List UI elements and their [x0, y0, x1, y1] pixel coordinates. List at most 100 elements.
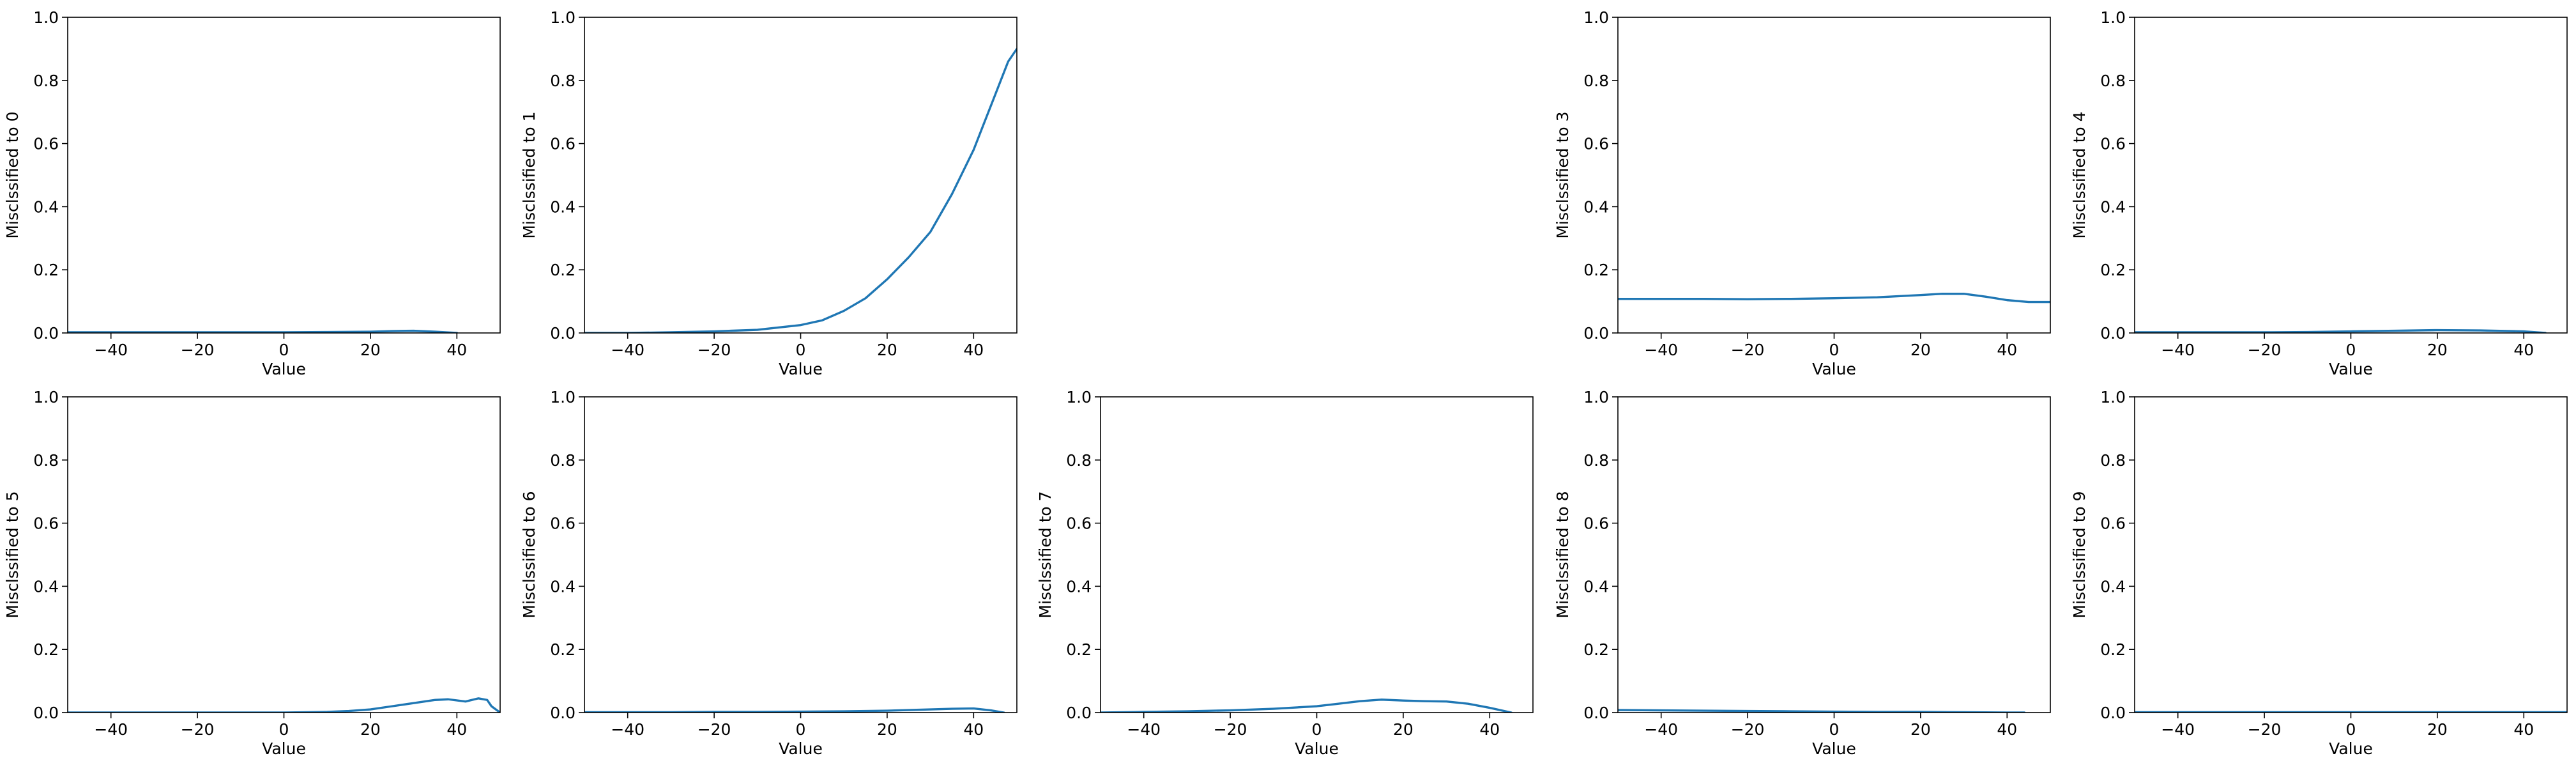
- y-tick-label: 1.0: [33, 388, 59, 406]
- x-tick-label: 0: [1829, 720, 1840, 739]
- x-tick-label: −40: [2161, 720, 2195, 739]
- y-tick-label: 0.2: [33, 640, 59, 659]
- y-tick-label: 0.6: [550, 514, 575, 533]
- series-line: [2135, 328, 2547, 333]
- x-axis-label: Value: [262, 360, 306, 378]
- x-tick-label: 0: [2346, 720, 2356, 739]
- y-tick-label: 1.0: [2100, 8, 2126, 27]
- y-tick-label: 0.0: [1583, 704, 1609, 722]
- x-tick-label: 20: [1910, 341, 1931, 359]
- subplot-9: −40 −20 0 20 40 0.0 0.2 0.4 0.6 0.8 1.0 Value Miscls…: [2070, 388, 2568, 758]
- y-tick-label: 0.2: [2100, 640, 2126, 659]
- y-tick-label: 0.0: [33, 704, 59, 722]
- x-axis-label: Value: [1295, 739, 1339, 758]
- subplot-6: −40 −20 0 20 40 0.0 0.2 0.4 0.6 0.8 1.0 Value Miscls…: [520, 388, 1017, 758]
- x-tick-label: 40: [1479, 720, 1500, 739]
- y-tick-label: 0.0: [1066, 704, 1092, 722]
- subplot-7: −40 −20 0 20 40 0.0 0.2 0.4 0.6 0.8 1.0 Value Miscls…: [1036, 388, 1534, 758]
- x-tick-label: 40: [963, 720, 984, 739]
- x-tick-label: −20: [2248, 341, 2282, 359]
- x-tick-label: −40: [1127, 720, 1161, 739]
- y-axis-label: Misclssified to 4: [2070, 111, 2089, 238]
- x-tick-label: −40: [94, 720, 128, 739]
- y-tick-label: 1.0: [1583, 388, 1609, 406]
- series-line: [584, 47, 1017, 333]
- x-tick-label: −40: [611, 341, 644, 359]
- y-tick-label: 0.0: [2100, 704, 2126, 722]
- y-tick-label: 0.4: [33, 197, 59, 216]
- x-tick-label: −20: [1731, 720, 1765, 739]
- x-axis-label: Value: [262, 739, 306, 758]
- y-axis-label: Misclssified to 3: [1553, 111, 1572, 238]
- y-tick-label: 0.4: [2100, 577, 2126, 596]
- x-tick-label: −20: [1214, 720, 1247, 739]
- x-tick-label: 40: [1997, 720, 2017, 739]
- x-tick-label: 0: [279, 341, 289, 359]
- x-tick-label: 20: [877, 720, 897, 739]
- y-tick-label: 0.8: [1583, 451, 1609, 470]
- y-tick-label: 0.4: [1583, 577, 1609, 596]
- y-tick-label: 0.6: [2100, 514, 2126, 533]
- x-tick-label: −20: [181, 720, 215, 739]
- y-tick-label: 0.8: [550, 451, 575, 470]
- y-tick-label: 0.2: [1583, 640, 1609, 659]
- series-line: [68, 697, 500, 713]
- y-tick-label: 0.0: [550, 324, 575, 343]
- x-tick-label: −40: [94, 341, 128, 359]
- y-axis-label: Misclssified to 9: [2070, 491, 2089, 618]
- x-axis-label: Value: [2329, 360, 2373, 378]
- y-tick-label: 1.0: [2100, 388, 2126, 406]
- x-axis-label: Value: [1812, 739, 1856, 758]
- subplot-0: −40 −20 0 20 40 0.0 0.2 0.4 0.6 0.8 1.0 Value Miscls…: [3, 8, 501, 378]
- x-tick-label: −20: [1731, 341, 1765, 359]
- x-tick-label: 20: [360, 341, 381, 359]
- y-tick-label: 1.0: [550, 388, 575, 406]
- x-tick-label: 40: [446, 720, 467, 739]
- x-axis-label: Value: [1812, 360, 1856, 378]
- y-tick-label: 0.4: [33, 577, 59, 596]
- y-tick-label: 0.8: [2100, 451, 2126, 470]
- y-tick-label: 0.8: [33, 72, 59, 90]
- x-tick-label: 0: [279, 720, 289, 739]
- x-tick-label: −20: [697, 720, 731, 739]
- x-tick-label: 20: [2427, 720, 2448, 739]
- x-tick-label: −40: [2161, 341, 2195, 359]
- y-tick-label: 0.2: [550, 640, 575, 659]
- subplot-4: −40 −20 0 20 40 0.0 0.2 0.4 0.6 0.8 1.0 Value Miscls…: [2070, 8, 2568, 378]
- x-tick-label: 20: [877, 341, 897, 359]
- y-tick-label: 0.2: [2100, 261, 2126, 279]
- y-tick-label: 0.2: [1583, 261, 1609, 279]
- series-line: [1101, 699, 1513, 713]
- x-axis-label: Value: [779, 739, 823, 758]
- y-tick-label: 0.6: [1583, 514, 1609, 533]
- x-tick-label: 0: [1829, 341, 1840, 359]
- y-tick-label: 0.8: [33, 451, 59, 470]
- y-tick-label: 0.4: [550, 577, 575, 596]
- x-tick-label: −20: [181, 341, 215, 359]
- y-tick-label: 0.4: [2100, 197, 2126, 216]
- x-tick-label: 0: [796, 341, 806, 359]
- x-tick-label: 0: [1312, 720, 1322, 739]
- x-tick-label: −40: [1644, 720, 1678, 739]
- subplot-5: −40 −20 0 20 40 0.0 0.2 0.4 0.6 0.8 1.0 Value Miscls…: [3, 388, 501, 758]
- x-tick-label: 20: [2427, 341, 2448, 359]
- y-tick-label: 0.0: [33, 324, 59, 343]
- series-line: [1618, 293, 2050, 304]
- y-axis-label: Misclssified to 8: [1553, 491, 1572, 618]
- y-tick-label: 0.6: [33, 135, 59, 153]
- y-tick-label: 0.0: [1583, 324, 1609, 343]
- y-tick-label: 0.4: [550, 197, 575, 216]
- y-tick-label: 1.0: [1583, 8, 1609, 27]
- y-tick-label: 1.0: [1066, 388, 1092, 406]
- y-axis-label: Misclssified to 7: [1036, 491, 1055, 618]
- y-tick-label: 0.6: [1583, 135, 1609, 153]
- x-tick-label: −20: [2248, 720, 2282, 739]
- y-axis-label: Misclssified to 6: [520, 491, 538, 618]
- y-tick-label: 0.2: [550, 261, 575, 279]
- y-axis-label: Misclssified to 1: [520, 111, 538, 238]
- y-tick-label: 0.8: [2100, 72, 2126, 90]
- y-tick-label: 0.0: [550, 704, 575, 722]
- x-tick-label: 20: [360, 720, 381, 739]
- y-tick-label: 0.4: [1066, 577, 1092, 596]
